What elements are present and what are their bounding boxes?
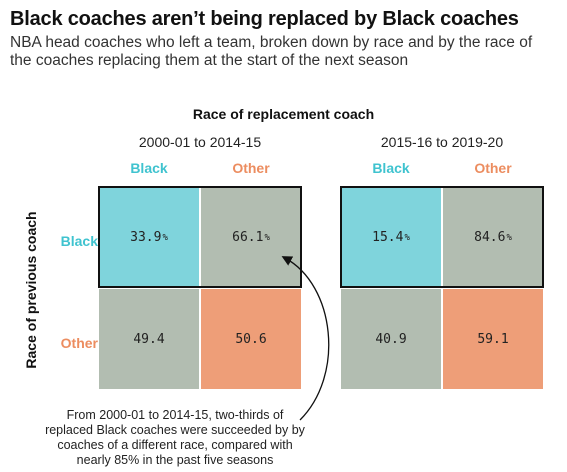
cell-value: 59.1	[477, 331, 509, 347]
cell-value: 49.4	[133, 331, 165, 347]
panel-2-col-black: Black	[372, 160, 410, 176]
percent-sign: %	[506, 233, 512, 243]
cell-value: 40.9	[375, 331, 407, 347]
panel-2-period: 2015-16 to 2019-20	[380, 134, 504, 150]
cell-value: 50.6	[235, 331, 267, 347]
chart-title: Black coaches aren’t being replaced by B…	[10, 8, 519, 30]
panel-2-heatmap: 15.4% 84.6% 40.9 59.1	[340, 186, 544, 390]
chart-subtitle: NBA head coaches who left a team, broken…	[10, 34, 533, 69]
x-axis-title: Race of replacement coach	[192, 106, 375, 122]
heatmap-cell-black-black: 33.9%	[98, 186, 200, 288]
heatmap-cell-black-black: 15.4%	[340, 186, 442, 288]
cell-value: 84.6	[474, 229, 506, 245]
percent-sign: %	[162, 233, 168, 243]
heatmap-cell-other-other: 59.1	[442, 288, 544, 390]
heatmap-cell-other-black: 40.9	[340, 288, 442, 390]
percent-sign: %	[264, 233, 270, 243]
cell-value: 33.9	[130, 229, 162, 245]
heatmap-cell-other-black: 49.4	[98, 288, 200, 390]
panel-2-col-other: Other	[474, 160, 512, 176]
panel-1-col-black: Black	[130, 160, 168, 176]
panel-1-period: 2000-01 to 2014-15	[138, 134, 262, 150]
cell-value: 15.4	[372, 229, 404, 245]
panel-1-col-other: Other	[232, 160, 270, 176]
cell-value: 66.1	[232, 229, 264, 245]
row-label-black: Black	[60, 233, 98, 249]
row-label-other: Other	[60, 335, 98, 351]
heatmap-cell-other-other: 50.6	[200, 288, 302, 390]
annotation-text: From 2000-01 to 2014-15, two-thirds of r…	[45, 408, 305, 467]
percent-sign: %	[404, 233, 410, 243]
